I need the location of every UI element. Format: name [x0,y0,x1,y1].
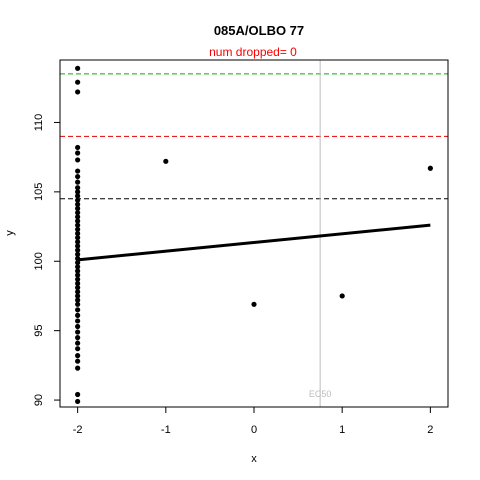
data-point-50 [75,398,81,405]
data-point-12 [75,197,81,203]
data-point-35 [75,293,81,299]
data-point-33 [75,285,81,291]
data-point-3 [75,144,81,151]
plot-frame [59,59,449,408]
data-point-54 [427,165,433,171]
x-axis-label: x [251,453,257,465]
data-point-51 [163,158,169,164]
data-point-24 [75,247,81,253]
data-point-15 [75,210,81,216]
data-point-39 [75,312,81,318]
data-point-21 [75,235,81,241]
data-point-18 [75,222,81,228]
data-point-0 [75,65,81,71]
x-tick-label-4: 2 [427,424,433,436]
x-tick-label-2: 0 [251,424,257,436]
x-axis: -2 -1 0 1 2 [73,407,433,436]
data-point-28 [75,264,81,270]
data-point-1 [75,79,81,85]
data-point-40 [75,318,81,324]
y-tick-label-3: 105 [33,183,45,201]
ec50-label: EC50 [309,389,332,399]
fit-line [77,223,431,262]
data-point-9 [75,185,81,191]
data-point-4 [75,150,81,156]
chart-subtitle: num dropped= 0 [209,45,297,59]
x-tick-label-1: -1 [161,424,171,436]
data-point-10 [75,189,81,195]
data-point-19 [75,226,81,232]
y-tick-label-2: 100 [33,252,45,270]
data-point-34 [75,289,81,295]
data-point-42 [75,329,81,335]
data-point-14 [75,205,81,212]
y-tick-label-4: 110 [33,114,45,132]
data-point-45 [75,346,81,352]
data-point-5 [75,157,81,163]
data-point-7 [75,173,81,180]
ec50-marker: EC50 [309,60,332,407]
data-point-20 [75,230,81,237]
data-point-29 [75,268,81,274]
data-point-48 [75,365,81,371]
reference-lines [60,73,448,200]
chart-title: 085A/OLBO 77 [214,23,304,38]
data-point-44 [75,340,81,346]
y-tick-label-1: 95 [33,325,45,337]
data-point-8 [75,179,81,185]
data-point-27 [75,260,81,266]
data-point-49 [75,391,81,398]
y-axis-label: y [4,230,16,236]
data-point-30 [75,272,81,278]
data-point-47 [75,358,81,364]
data-point-31 [75,276,81,282]
data-point-16 [75,214,81,220]
data-point-2 [75,89,81,95]
data-point-22 [75,239,81,245]
data-point-32 [75,280,81,287]
x-tick-label-0: -2 [73,424,83,436]
data-point-17 [75,218,81,224]
data-point-41 [75,323,81,330]
data-point-43 [75,335,81,341]
data-point-6 [75,168,81,174]
data-point-25 [75,251,81,257]
fit-line-group [77,223,431,262]
data-point-53 [339,293,345,299]
data-point-36 [75,297,81,303]
data-point-52 [251,301,257,307]
data-point-23 [75,243,81,249]
data-point-46 [75,353,81,359]
data-point-13 [75,201,81,207]
y-axis: 90 95 100 105 110 [33,114,60,406]
data-point-37 [75,301,81,307]
y-tick-label-0: 90 [33,394,45,406]
data-points [75,65,433,405]
x-tick-label-3: 1 [339,424,345,436]
data-point-38 [75,307,81,313]
data-point-11 [75,193,81,199]
